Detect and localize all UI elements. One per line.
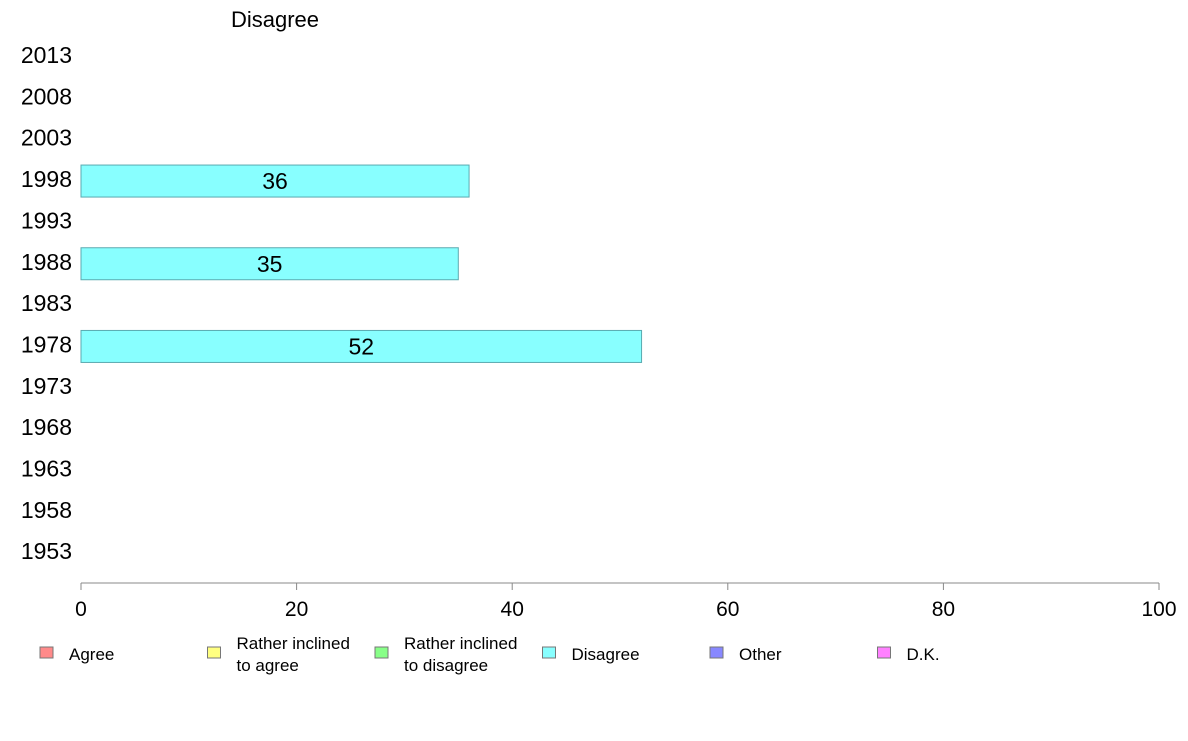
- y-tick-label: 1983: [21, 290, 72, 316]
- y-tick-label: 1953: [21, 538, 72, 564]
- x-tick-label: 80: [932, 598, 955, 621]
- legend-label: Agree: [69, 645, 114, 664]
- legend-label: Other: [739, 645, 782, 664]
- legend-swatch: [39, 646, 54, 659]
- y-tick-label: 1973: [21, 373, 72, 399]
- y-tick-label: 2003: [21, 125, 72, 151]
- y-tick-label: 1978: [21, 331, 72, 357]
- bar: [80, 329, 643, 363]
- legend-swatch: [207, 646, 221, 659]
- x-tick-label: 60: [716, 598, 739, 621]
- legend-swatch: [877, 646, 891, 659]
- legend-label: to agree: [237, 656, 299, 675]
- legend-swatch: [709, 646, 724, 659]
- legend-label: D.K.: [907, 645, 940, 664]
- legend-label: Disagree: [572, 645, 640, 664]
- legend-swatch: [374, 646, 389, 659]
- bar-value-label: 36: [262, 168, 288, 194]
- y-tick-label: 1993: [21, 207, 72, 233]
- bar: [80, 247, 459, 281]
- legend-swatch: [542, 646, 556, 659]
- x-tick-label: 100: [1141, 598, 1176, 621]
- x-tick-label: 0: [75, 598, 87, 621]
- x-tick-label: 20: [285, 598, 308, 621]
- bar-value-label: 35: [257, 251, 283, 277]
- y-tick-label: 2008: [21, 83, 72, 109]
- legend-label: to disagree: [404, 656, 488, 675]
- y-tick-label: 1963: [21, 456, 72, 482]
- legend-label: Rather inclined: [404, 634, 517, 653]
- y-tick-label: 1968: [21, 414, 72, 440]
- y-tick-label: 2013: [21, 42, 72, 68]
- bar-value-label: 52: [348, 333, 374, 359]
- y-tick-label: 1998: [21, 166, 72, 192]
- bar: [80, 164, 470, 198]
- x-tick-label: 40: [501, 598, 524, 621]
- chart-title: Disagree: [231, 7, 319, 32]
- legend-label: Rather inclined: [237, 634, 350, 653]
- y-tick-label: 1988: [21, 249, 72, 275]
- y-tick-label: 1958: [21, 497, 72, 523]
